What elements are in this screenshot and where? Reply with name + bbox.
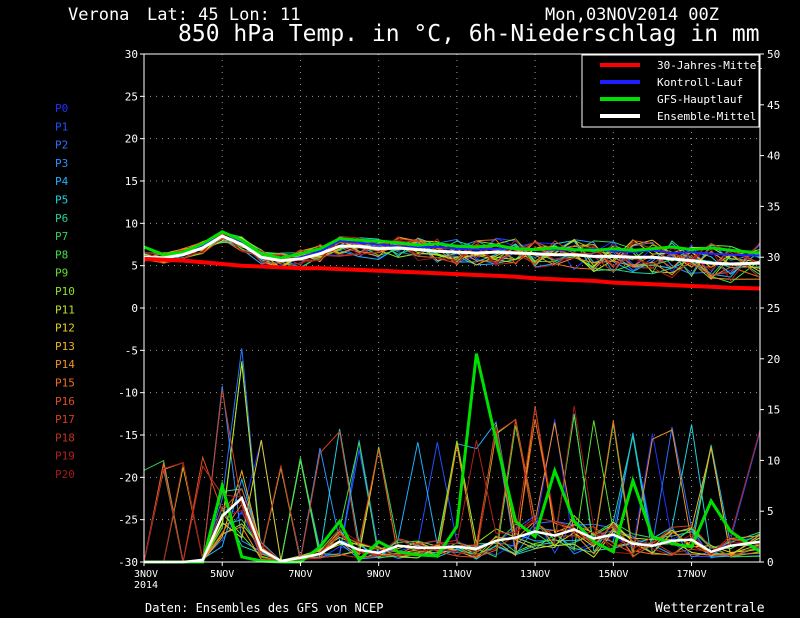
right-tick-label: 40 (767, 150, 780, 163)
member-label-p20: P20 (55, 468, 75, 481)
member-label-p0: P0 (55, 102, 68, 115)
left-tick-label: -5 (125, 344, 138, 357)
x-tick-label: 17NOV (677, 569, 707, 580)
climate-mean-line (143, 256, 761, 291)
member-label-p13: P13 (55, 340, 75, 353)
member-label-p11: P11 (55, 303, 75, 316)
member-label-p9: P9 (55, 267, 68, 280)
member-label-p19: P19 (55, 450, 75, 463)
right-tick-label: 50 (767, 48, 780, 61)
member-label-p16: P16 (55, 395, 75, 408)
member-precip-line-p14 (143, 422, 761, 563)
source-label: Daten: Ensembles des GFS von NCEP (145, 601, 383, 615)
member-label-p12: P12 (55, 322, 75, 335)
left-tick-label: -30 (118, 556, 138, 569)
temp-lines (143, 229, 761, 291)
left-tick-label: 30 (125, 48, 138, 61)
brand-label: Wetterzentrale (655, 601, 765, 616)
ensemble-mean-temp-line (143, 234, 761, 266)
legend-label: 30-Jahres-Mittel (657, 59, 763, 72)
member-temp-line-p20 (143, 229, 761, 272)
member-label-p4: P4 (55, 175, 69, 188)
member-temp-line-p17 (143, 232, 761, 276)
precip-lines (143, 348, 761, 564)
x-tick-label: 2014 (134, 580, 158, 591)
right-tick-label: 10 (767, 454, 780, 467)
x-axis: 3NOV2014 5NOV 7NOV 9NOV 11NOV 13NOV 15NOV 17NOV (134, 562, 707, 591)
right-tick-label: 25 (767, 302, 780, 315)
x-tick-label: 15NOV (598, 569, 628, 580)
legend-label: Ensemble-Mittel (657, 110, 756, 123)
member-precip-line-p0 (144, 419, 761, 563)
coords-label: Lat: 45 Lon: 11 (147, 5, 301, 25)
ensemble-mean-precip-line (144, 495, 761, 564)
right-tick-label: 15 (767, 404, 780, 417)
member-label-p8: P8 (55, 248, 68, 261)
x-tick-label: 7NOV (288, 569, 312, 580)
run-label: Mon,03NOV2014 00Z (545, 5, 719, 25)
location-label: Verona (68, 5, 129, 25)
x-tick-label: 3NOV (134, 569, 158, 580)
member-label-p18: P18 (55, 431, 75, 444)
legend-label: Kontroll-Lauf (657, 76, 743, 89)
member-precip-line-p20 (143, 405, 761, 563)
left-tick-label: 5 (131, 260, 138, 273)
member-label-p1: P1 (55, 120, 68, 133)
left-tick-label: -25 (118, 514, 138, 527)
main-run-precip-line (144, 353, 761, 564)
x-tick-label: 5NOV (210, 569, 234, 580)
right-tick-label: 30 (767, 251, 780, 264)
right-tick-label: 35 (767, 200, 780, 213)
member-label-p5: P5 (55, 194, 68, 207)
member-label-p2: P2 (55, 139, 68, 152)
left-tick-label: -20 (118, 471, 138, 484)
member-label-p7: P7 (55, 230, 68, 243)
right-tick-label: 0 (767, 556, 774, 569)
legend-label: GFS-Hauptlauf (657, 93, 743, 106)
main-run-temp-line (143, 230, 761, 260)
right-tick-label: 20 (767, 353, 780, 366)
member-label-p14: P14 (55, 358, 75, 371)
left-tick-label: 20 (125, 133, 138, 146)
x-tick-label: 11NOV (442, 569, 472, 580)
left-tick-label: 0 (131, 302, 138, 315)
member-label-p10: P10 (55, 285, 75, 298)
member-label-p17: P17 (55, 413, 75, 426)
chart-title: 850 hPa Temp. in °C, 6h-Niederschlag in … (178, 21, 760, 47)
member-legend: P0 P1 P2 P3 P4 P5 P6 P7 P8 P9 P10 P11 P12 P13 P14 P15 P1… (55, 102, 75, 481)
member-label-p6: P6 (55, 212, 68, 225)
left-tick-label: -15 (118, 429, 138, 442)
x-tick-label: 13NOV (520, 569, 550, 580)
member-label-p3: P3 (55, 157, 68, 170)
member-label-p15: P15 (55, 377, 75, 390)
right-tick-label: 5 (767, 505, 774, 518)
x-tick-label: 9NOV (367, 569, 391, 580)
left-axis: 30 25 20 15 10 5 0 -5 -10 -15 -20 -25 -30 (118, 48, 144, 569)
left-tick-label: -10 (118, 387, 138, 400)
control-temp-line (143, 230, 761, 263)
right-tick-label: 45 (767, 99, 780, 112)
left-tick-label: 25 (125, 90, 138, 103)
member-precip-line-p6 (143, 435, 761, 563)
left-tick-label: 10 (125, 217, 138, 230)
left-tick-label: 15 (125, 175, 138, 188)
series-legend: 30-Jahres-Mittel Kontroll-Lauf GFS-Hauptla… (581, 54, 763, 128)
